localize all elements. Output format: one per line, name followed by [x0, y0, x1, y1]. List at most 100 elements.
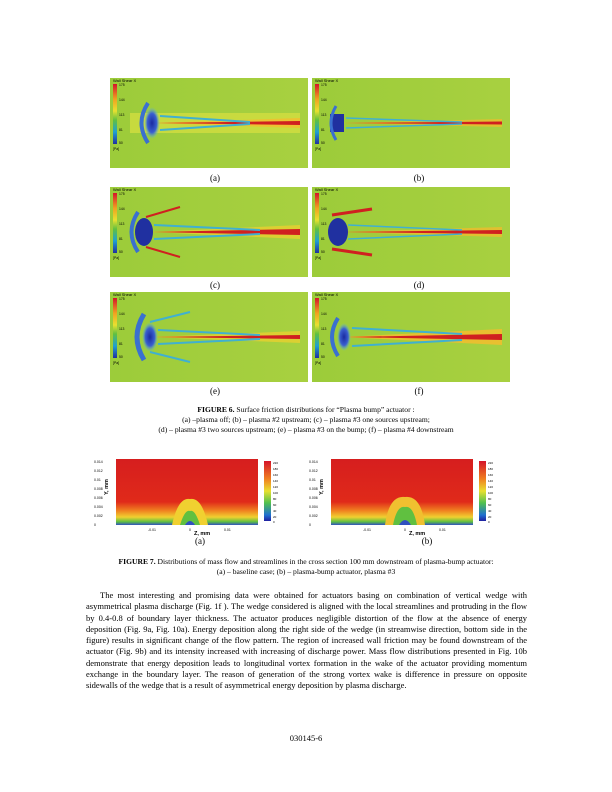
svg-text:0.014: 0.014 — [94, 460, 103, 464]
svg-text:0.006: 0.006 — [94, 496, 103, 500]
fig6-panel-c: Wall Shear X 175 144 113 81 50 [Pa] — [110, 187, 308, 277]
svg-text:0.01: 0.01 — [439, 528, 446, 532]
svg-text:175: 175 — [321, 297, 327, 301]
figure7-caption: FIGURE 7. Distributions of mass flow and… — [118, 557, 494, 576]
svg-text:50: 50 — [321, 250, 325, 254]
svg-text:0.01: 0.01 — [309, 478, 316, 482]
svg-text:-0.01: -0.01 — [148, 528, 156, 532]
svg-text:175: 175 — [321, 83, 327, 87]
svg-text:Y, mm: Y, mm — [319, 479, 325, 495]
fig6-label-e: (e) — [210, 386, 220, 396]
svg-text:81: 81 — [321, 128, 325, 132]
svg-text:0: 0 — [189, 528, 191, 532]
svg-text:40: 40 — [488, 509, 492, 513]
svg-text:81: 81 — [321, 342, 325, 346]
svg-text:113: 113 — [321, 113, 327, 117]
svg-text:0.006: 0.006 — [309, 496, 318, 500]
svg-text:20: 20 — [488, 515, 492, 519]
fig6-label-b: (b) — [413, 173, 425, 183]
svg-text:50: 50 — [119, 141, 123, 145]
svg-text:0: 0 — [309, 523, 311, 527]
svg-text:-0.01: -0.01 — [363, 528, 371, 532]
svg-text:0.014: 0.014 — [309, 460, 318, 464]
svg-text:0.008: 0.008 — [309, 487, 318, 491]
fig6-panel-b: Wall Shear X 175 144 113 81 50 [Pa] — [312, 78, 510, 168]
svg-text:175: 175 — [119, 192, 125, 196]
svg-text:0.004: 0.004 — [309, 505, 318, 509]
svg-text:160: 160 — [488, 473, 493, 477]
svg-text:Wall Shear X: Wall Shear X — [113, 187, 137, 192]
svg-text:113: 113 — [119, 113, 125, 117]
fig7-panel-b: Y, mm 0.014 0.012 0.01 0.008 0.006 0.004… — [305, 455, 505, 540]
svg-text:50: 50 — [321, 355, 325, 359]
svg-text:220: 220 — [488, 461, 493, 465]
svg-text:[Pa]: [Pa] — [113, 147, 119, 151]
fig6-panel-e: Wall Shear X 175 144 113 81 50 [Pa] — [110, 292, 308, 382]
svg-text:Wall Shear X: Wall Shear X — [315, 78, 339, 83]
svg-text:50: 50 — [119, 250, 123, 254]
svg-text:0.002: 0.002 — [309, 514, 318, 518]
svg-text:100: 100 — [488, 491, 493, 495]
svg-text:60: 60 — [273, 503, 277, 507]
svg-text:20: 20 — [273, 515, 277, 519]
svg-text:0: 0 — [488, 520, 490, 524]
svg-text:81: 81 — [119, 128, 123, 132]
svg-text:144: 144 — [119, 98, 125, 102]
svg-text:113: 113 — [119, 222, 125, 226]
svg-text:175: 175 — [119, 297, 125, 301]
svg-text:0: 0 — [273, 520, 275, 524]
svg-text:180: 180 — [273, 467, 278, 471]
fig7-label-a: (a) — [195, 536, 205, 546]
body-paragraph: The most interesting and promising data … — [86, 590, 527, 691]
fig6-label-d: (d) — [413, 280, 425, 290]
svg-text:144: 144 — [119, 312, 125, 316]
svg-text:0.01: 0.01 — [224, 528, 231, 532]
svg-text:Wall Shear X: Wall Shear X — [315, 187, 339, 192]
svg-text:[Pa]: [Pa] — [315, 361, 321, 365]
legend-title: Wall Shear X — [113, 78, 137, 83]
svg-text:Wall Shear X: Wall Shear X — [113, 292, 137, 297]
svg-text:175: 175 — [119, 83, 125, 87]
svg-text:50: 50 — [119, 355, 123, 359]
page-number: 030145-6 — [289, 733, 323, 743]
svg-text:0.008: 0.008 — [94, 487, 103, 491]
svg-text:Y, mm: Y, mm — [104, 479, 110, 495]
svg-text:[Pa]: [Pa] — [315, 147, 321, 151]
svg-text:40: 40 — [273, 509, 277, 513]
svg-text:120: 120 — [273, 485, 278, 489]
svg-text:0.002: 0.002 — [94, 514, 103, 518]
fig6-label-c: (c) — [210, 280, 220, 290]
fig6-panel-f: Wall Shear X 175 144 113 81 50 [Pa] — [312, 292, 510, 382]
svg-text:60: 60 — [488, 503, 492, 507]
svg-text:144: 144 — [321, 98, 327, 102]
fig6-panel-d: Wall Shear X 175 144 113 81 50 [Pa] — [312, 187, 510, 277]
svg-text:180: 180 — [488, 467, 493, 471]
svg-text:0: 0 — [94, 523, 96, 527]
svg-text:[Pa]: [Pa] — [113, 256, 119, 260]
svg-text:113: 113 — [119, 327, 125, 331]
svg-text:113: 113 — [321, 327, 327, 331]
svg-text:160: 160 — [273, 473, 278, 477]
svg-text:100: 100 — [273, 491, 278, 495]
svg-text:140: 140 — [273, 479, 278, 483]
svg-text:0.01: 0.01 — [94, 478, 101, 482]
svg-text:140: 140 — [488, 479, 493, 483]
svg-text:Z, mm: Z, mm — [194, 531, 210, 537]
svg-text:80: 80 — [488, 497, 492, 501]
svg-text:0.012: 0.012 — [309, 469, 318, 473]
svg-text:113: 113 — [321, 222, 327, 226]
svg-text:Wall Shear X: Wall Shear X — [315, 292, 339, 297]
svg-text:0: 0 — [404, 528, 406, 532]
svg-text:81: 81 — [119, 342, 123, 346]
fig6-label-a: (a) — [210, 173, 220, 183]
svg-text:[Pa]: [Pa] — [113, 361, 119, 365]
svg-text:50: 50 — [321, 141, 325, 145]
figure6-caption: FIGURE 6. Surface friction distributions… — [158, 405, 454, 434]
svg-text:80: 80 — [273, 497, 277, 501]
svg-text:175: 175 — [321, 192, 327, 196]
fig7-panel-a: Y, mm 0.014 0.012 0.01 0.008 0.006 0.004… — [90, 455, 290, 540]
fig7-label-b: (b) — [421, 536, 433, 546]
svg-text:81: 81 — [119, 237, 123, 241]
fig6-panel-a: Wall Shear X 175 144 113 81 50 [Pa] — [110, 78, 308, 168]
svg-text:81: 81 — [321, 237, 325, 241]
